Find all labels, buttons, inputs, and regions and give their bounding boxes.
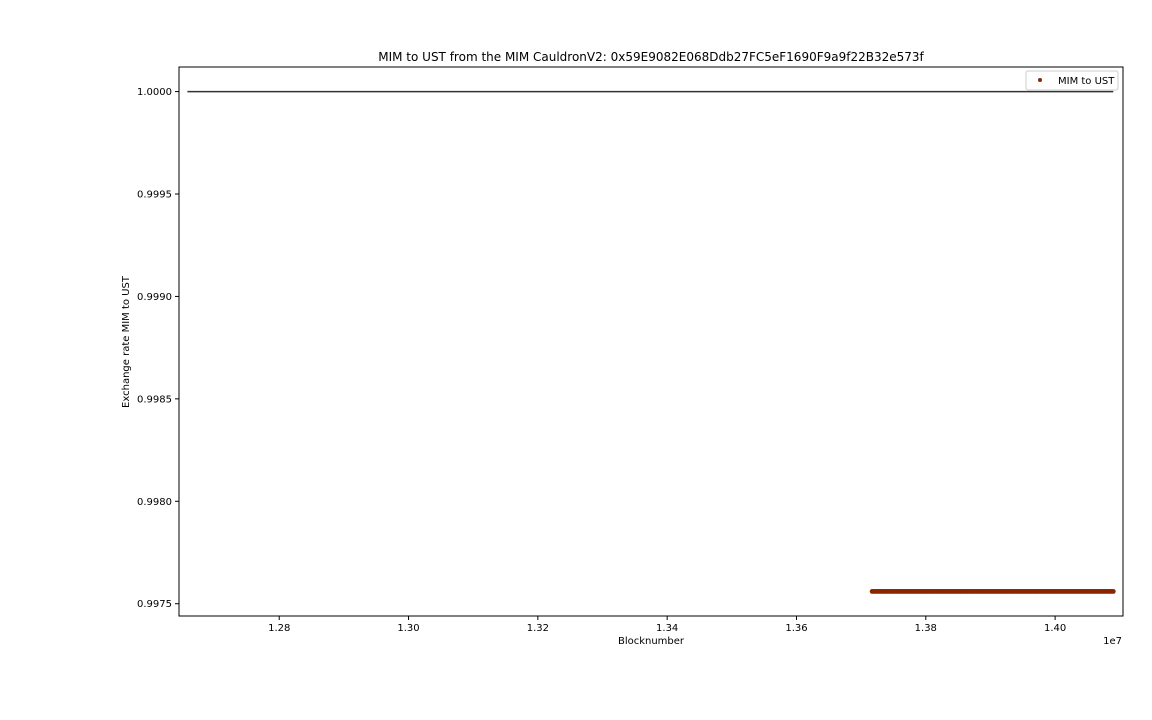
legend-marker	[1038, 78, 1042, 82]
y-tick-label: 0.9990	[137, 292, 172, 303]
x-tick-label: 1.34	[656, 623, 678, 634]
data-point	[1110, 589, 1116, 594]
legend-box	[1025, 70, 1119, 91]
x-axis-ticks: 1.28 1.30 1.32 1.34 1.36 1.38 1.40	[268, 616, 1066, 634]
y-axis-ticks: 0.9975 0.9980 0.9985 0.9990 0.9995 1.0000	[137, 87, 179, 610]
x-tick-label: 1.36	[785, 623, 807, 634]
x-tick-label: 1.30	[397, 623, 419, 634]
x-tick-label: 1.40	[1044, 623, 1066, 634]
legend: MIM to UST	[1025, 70, 1119, 91]
legend-label: MIM to UST	[1058, 76, 1115, 87]
y-tick-label: 0.9980	[137, 497, 172, 508]
y-tick-label: 0.9985	[137, 394, 172, 405]
y-tick-label: 0.9995	[137, 190, 172, 201]
y-tick-label: 0.9975	[137, 599, 172, 610]
x-tick-label: 1.32	[527, 623, 549, 634]
series-points	[869, 589, 1116, 594]
plot-area	[178, 66, 1124, 617]
y-axis-label: Exchange rate MIM to UST	[121, 275, 132, 408]
chart-title: MIM to UST from the MIM CauldronV2: 0x59…	[378, 50, 924, 64]
x-tick-label: 1.28	[268, 623, 290, 634]
x-axis-offset-label: 1e7	[1103, 636, 1122, 647]
y-tick-label: 1.0000	[137, 87, 172, 98]
x-axis-label: Blocknumber	[618, 636, 685, 647]
x-tick-label: 1.38	[915, 623, 937, 634]
